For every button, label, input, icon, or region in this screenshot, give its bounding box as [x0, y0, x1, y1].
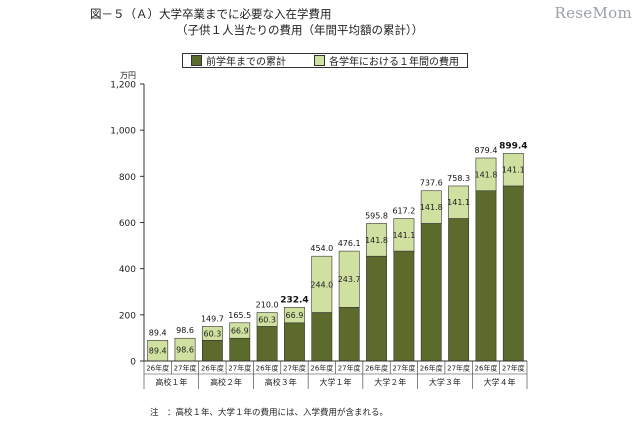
total-value-label: 476.1	[338, 239, 361, 248]
bar-annual	[284, 307, 305, 324]
y-tick-label: 0	[130, 358, 136, 368]
segment-value-label: 60.3	[203, 329, 221, 338]
legend-swatch-light	[314, 55, 325, 66]
x-category-label: 27年度	[283, 364, 306, 373]
total-value-label: 454.0	[310, 244, 333, 253]
y-axis-unit: 万円	[120, 71, 136, 80]
total-value-label: 758.3	[447, 174, 470, 183]
bar-cumulative	[366, 255, 387, 362]
bar-annual	[201, 326, 223, 341]
segment-value-label: 98.6	[176, 346, 194, 355]
segment-value-label: 141.8	[420, 203, 443, 212]
x-category-label: 27年度	[174, 364, 197, 373]
bar-annual	[420, 190, 442, 224]
bar-cumulative	[229, 337, 251, 362]
x-category-label: 27年度	[338, 364, 361, 373]
bar-annual	[448, 185, 470, 219]
x-group-label: 大学２年	[374, 377, 406, 387]
total-value-label: 89.4	[149, 328, 167, 337]
x-category-label: 26年度	[475, 364, 498, 373]
bar-cumulative	[502, 185, 524, 362]
legend-label-cumulative: 前学年までの累計	[206, 57, 286, 68]
bar-annual	[338, 250, 360, 308]
segment-value-label: 244.0	[310, 280, 333, 289]
segment-value-label: 66.9	[231, 327, 249, 336]
segment-value-label: 141.1	[447, 198, 470, 207]
total-value-label: 210.0	[256, 301, 279, 310]
y-tick-label: 800	[119, 173, 136, 183]
segment-value-label: 141.8	[365, 236, 388, 245]
x-category-label: 27年度	[502, 364, 525, 373]
segment-value-label: 89.4	[149, 347, 167, 356]
bar-cumulative	[393, 250, 415, 362]
watermark-logo: ReseMom	[554, 4, 632, 22]
y-tick-label: 400	[119, 265, 136, 275]
total-value-label: 149.7	[201, 314, 224, 323]
x-category-label: 26年度	[420, 364, 443, 373]
total-value-label: 98.6	[176, 326, 194, 335]
x-category-label: 26年度	[146, 364, 169, 373]
x-group-label: 大学３年	[429, 377, 461, 387]
x-category-label: 26年度	[310, 364, 333, 373]
x-group-label: 高校３年	[265, 377, 297, 387]
y-tick-label: 1,000	[110, 127, 136, 137]
chart-title: 図－５（Ａ）大学卒業までに必要な入在学費用	[90, 7, 332, 21]
bar-annual	[311, 255, 333, 313]
bar-cumulative	[420, 223, 442, 362]
bar-cumulative	[311, 312, 333, 362]
x-category-label: 27年度	[228, 364, 251, 373]
x-group-label: 高校１年	[155, 377, 187, 387]
bar-annual	[393, 218, 415, 252]
y-tick-label: 1,200	[110, 81, 136, 91]
y-tick-label: 600	[119, 219, 136, 229]
total-value-label: 737.6	[420, 179, 443, 188]
bar-cumulative	[256, 326, 278, 362]
segment-value-label: 243.7	[338, 275, 361, 284]
segment-value-label: 66.9	[286, 311, 304, 320]
x-category-label: 26年度	[201, 364, 224, 373]
x-group-label: 大学１年	[320, 377, 352, 387]
total-value-label: 595.8	[365, 211, 388, 220]
bar-annual	[229, 322, 251, 339]
segment-value-label: 60.3	[258, 315, 276, 324]
x-category-label: 27年度	[392, 364, 415, 373]
legend-swatch-dark	[191, 55, 202, 66]
bar-cumulative	[284, 322, 305, 362]
bar-cumulative	[475, 190, 497, 362]
total-value-label: 879.4	[475, 146, 498, 155]
bar-annual	[256, 312, 278, 327]
chart-subtitle: （子供１人当たりの費用（年間平均額の累計））	[176, 23, 424, 37]
x-category-label: 27年度	[447, 364, 470, 373]
total-value-label: 617.2	[392, 207, 415, 216]
bar-cumulative	[448, 218, 470, 362]
x-group-label: 高校２年	[210, 377, 242, 387]
segment-value-label: 141.1	[392, 231, 415, 240]
total-value-label: 232.4	[280, 295, 308, 305]
segment-value-label: 141.8	[475, 170, 498, 179]
bar-annual	[475, 157, 497, 192]
bar-annual	[502, 153, 524, 187]
segment-value-label: 141.1	[502, 166, 525, 175]
bar-cumulative	[201, 340, 223, 362]
legend-label-annual: 各学年における１年間の費用	[329, 57, 459, 68]
x-category-label: 26年度	[365, 364, 388, 373]
legend-item-cumulative: 前学年までの累計	[191, 53, 286, 68]
chart-legend: 前学年までの累計 各学年における１年間の費用	[182, 53, 468, 68]
x-category-label: 26年度	[256, 364, 279, 373]
x-group-label: 大学４年	[484, 377, 516, 387]
y-tick-label: 200	[119, 311, 136, 321]
total-value-label: 165.5	[228, 311, 251, 320]
bar-cumulative	[338, 307, 360, 362]
legend-item-annual: 各学年における１年間の費用	[314, 53, 459, 68]
bar-annual	[366, 223, 387, 257]
total-value-label: 899.4	[499, 141, 527, 151]
footnote: 注 ：高校１年、大学１年の費用には、入学費用が含まれる。	[150, 408, 389, 418]
